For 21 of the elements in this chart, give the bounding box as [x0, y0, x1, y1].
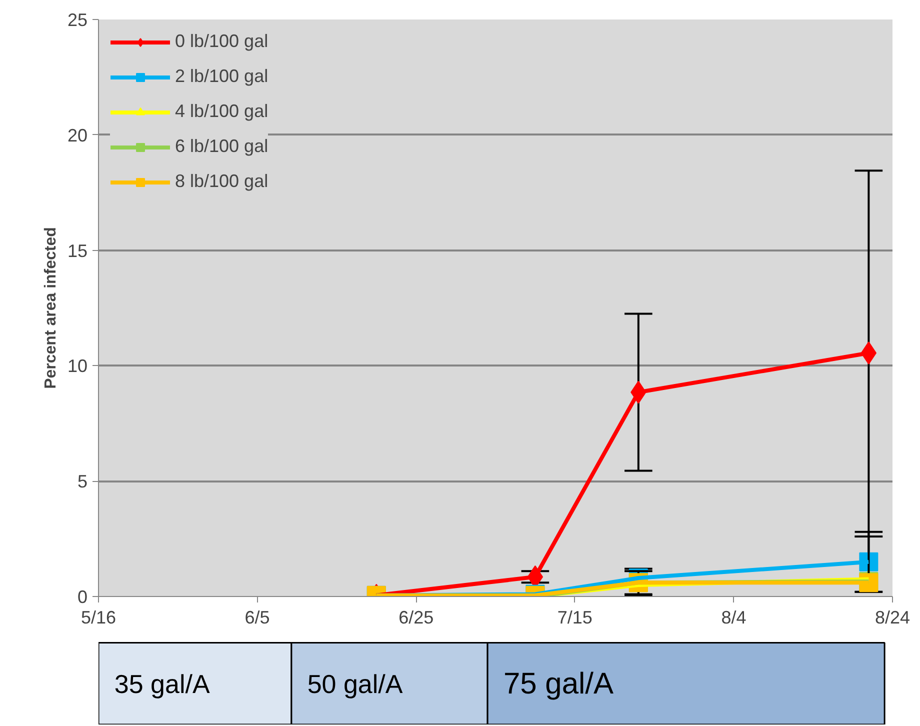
text: 35 gal/A	[114, 669, 210, 700]
text: 50 gal/A	[307, 669, 404, 700]
y-tick-label: 20	[67, 125, 88, 146]
y-tick-label: 5	[77, 472, 88, 492]
x-tick-label: 5/16	[80, 608, 116, 628]
y-axis-title: Percent area infected	[42, 227, 60, 389]
legend-label: 2 lb/100 gal	[175, 66, 268, 87]
x-tick-label: 8/24	[874, 608, 910, 628]
x-tick-label: 7/15	[557, 608, 592, 628]
x-tick-label: 6/25	[398, 608, 434, 628]
x-tick-label: 8/4	[721, 608, 746, 628]
legend-label: 8 lb/100 gal	[175, 171, 268, 192]
legend-label: 4 lb/100 gal	[175, 101, 268, 122]
y-tick-label: 10	[67, 356, 88, 376]
text: 75 gal/A	[503, 668, 614, 701]
legend-label: 0 lb/100 gal	[175, 31, 268, 52]
legend-label: 6 lb/100 gal	[175, 136, 268, 157]
y-tick-label: 15	[67, 240, 88, 261]
y-tick-label: 0	[77, 587, 88, 607]
y-tick-label: 25	[67, 10, 88, 30]
x-tick-label: 6/5	[244, 608, 270, 628]
